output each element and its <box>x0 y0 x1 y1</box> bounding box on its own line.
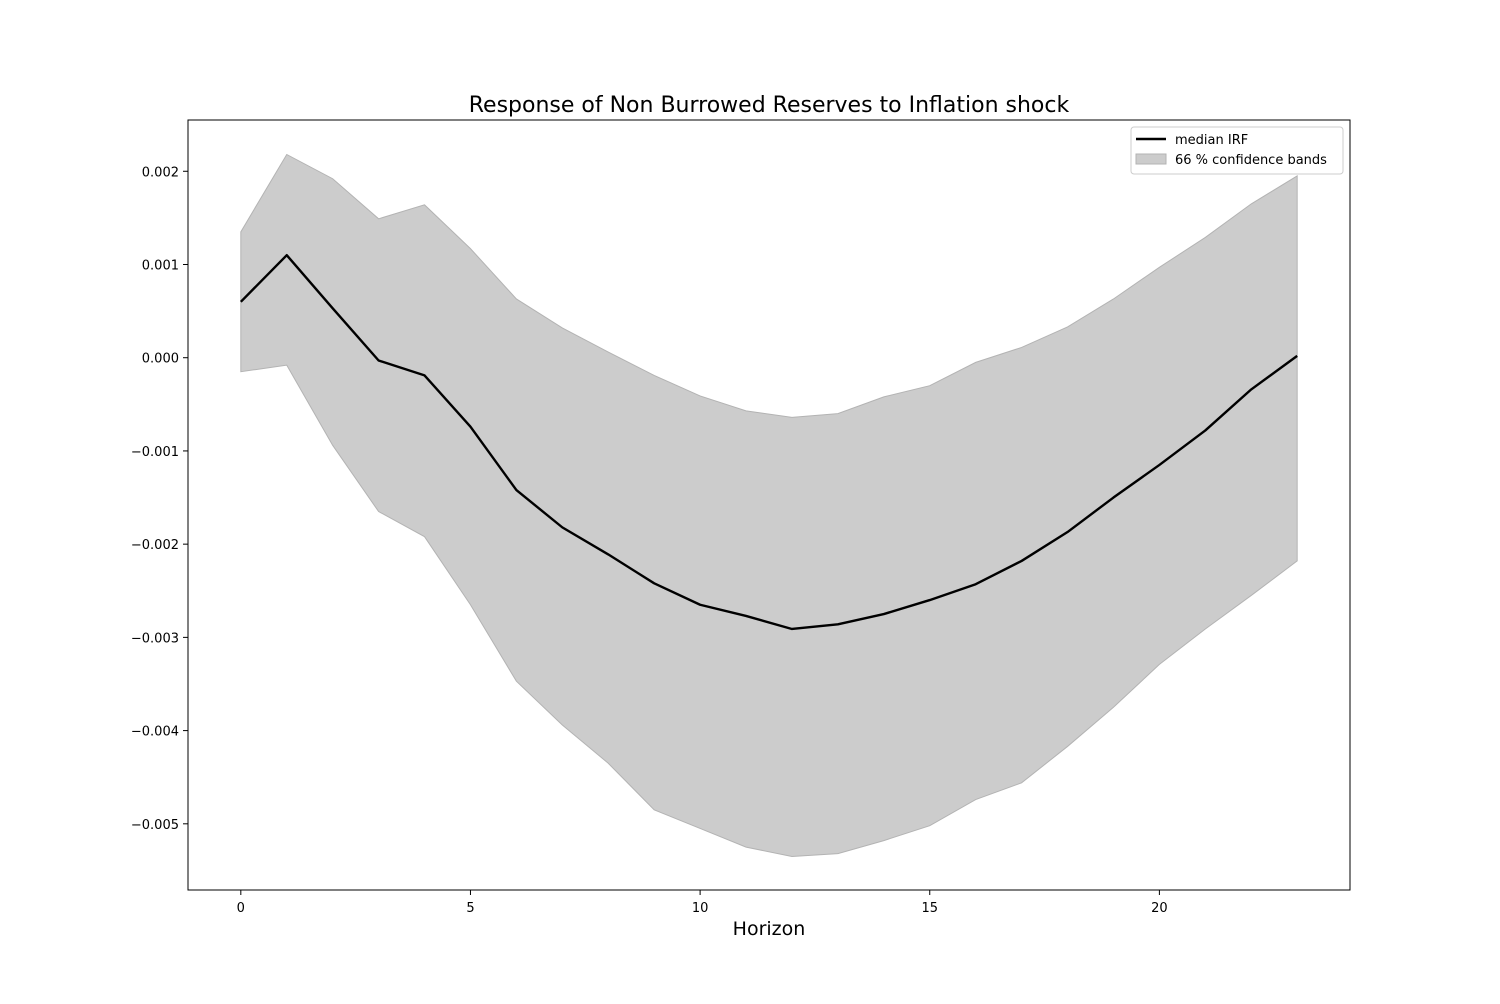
y-tick-label: −0.002 <box>131 538 179 553</box>
x-tick-label: 0 <box>237 901 245 916</box>
y-tick-label: 0.002 <box>142 165 179 180</box>
x-axis-label: Horizon <box>733 918 806 940</box>
x-tick-label: 10 <box>692 901 709 916</box>
y-tick-label: −0.004 <box>131 725 179 740</box>
chart-title: Response of Non Burrowed Reserves to Inf… <box>469 93 1070 118</box>
x-tick-label: 15 <box>921 901 938 916</box>
y-tick-label: −0.003 <box>131 631 179 646</box>
legend-band-swatch <box>1136 154 1166 164</box>
legend-line-label: median IRF <box>1175 133 1248 148</box>
confidence-band <box>241 154 1297 856</box>
y-tick-label: 0.000 <box>142 352 179 367</box>
legend-band-label: 66 % confidence bands <box>1175 153 1327 168</box>
x-tick-label: 20 <box>1151 901 1168 916</box>
y-tick-label: 0.001 <box>142 258 179 273</box>
legend: median IRF 66 % confidence bands <box>1131 127 1343 174</box>
x-tick-label: 5 <box>466 901 474 916</box>
y-tick-label: −0.001 <box>131 445 179 460</box>
y-tick-label: −0.005 <box>131 818 179 833</box>
